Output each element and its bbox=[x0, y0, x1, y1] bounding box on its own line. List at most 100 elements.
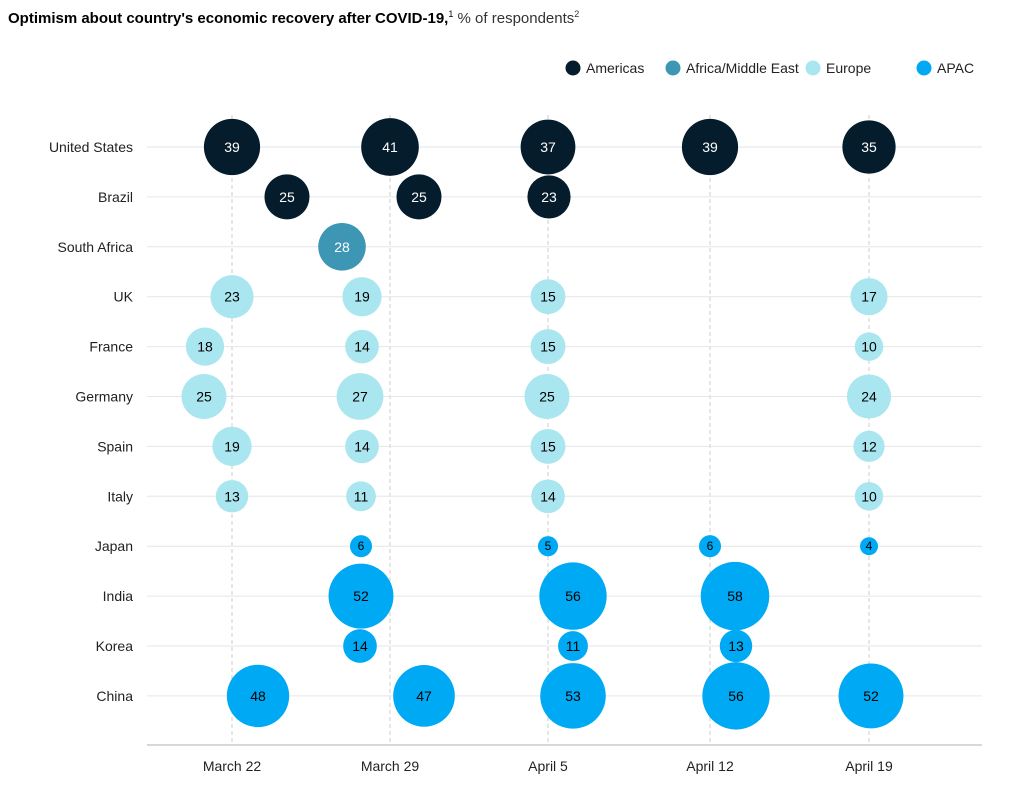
row-label: South Africa bbox=[58, 239, 134, 255]
subtitle: % of respondents bbox=[457, 10, 575, 27]
bubble: 25 bbox=[264, 174, 310, 220]
legend-swatch bbox=[665, 60, 681, 76]
bubble-label: 17 bbox=[861, 289, 877, 305]
bubble-circle bbox=[838, 663, 904, 729]
bubble-label: 10 bbox=[861, 488, 877, 504]
bubble: 19 bbox=[212, 426, 252, 467]
bubble-circle bbox=[181, 374, 227, 419]
bubble-circle bbox=[346, 481, 376, 512]
bubble-label: 12 bbox=[861, 438, 877, 454]
bubble: 24 bbox=[846, 374, 892, 419]
bubble-label: 52 bbox=[353, 588, 369, 604]
title-text: Optimism about country's economic recove… bbox=[8, 10, 449, 27]
row-label: Germany bbox=[75, 389, 133, 405]
x-tick-label: April 19 bbox=[845, 758, 893, 774]
bubble: 19 bbox=[342, 277, 382, 317]
bubble-circle bbox=[328, 563, 394, 629]
bubble-label: 27 bbox=[352, 389, 368, 405]
bubble-label: 37 bbox=[540, 139, 556, 155]
legend-swatch bbox=[565, 60, 581, 76]
bubble: 14 bbox=[345, 429, 379, 464]
bubble: 15 bbox=[530, 428, 566, 464]
bubble-circle bbox=[349, 535, 373, 558]
bubble-label: 41 bbox=[382, 139, 398, 155]
bubble-circle bbox=[860, 537, 878, 556]
bubble-circle bbox=[537, 536, 559, 557]
bubble: 6 bbox=[698, 535, 722, 558]
bubble: 27 bbox=[336, 373, 384, 420]
bubble-label: 39 bbox=[224, 139, 240, 155]
bubble-circle bbox=[345, 329, 379, 364]
bubble: 25 bbox=[181, 374, 227, 419]
bubble: 13 bbox=[719, 629, 753, 663]
bubble-circle bbox=[210, 275, 254, 319]
row-label: Japan bbox=[95, 538, 133, 554]
x-tick-label: April 12 bbox=[686, 758, 734, 774]
bubble-label: 53 bbox=[565, 688, 581, 704]
bubble: 39 bbox=[681, 118, 739, 176]
legend-item: Africa/Middle East bbox=[665, 60, 799, 76]
bubble-label: 39 bbox=[702, 139, 718, 155]
bubble: 28 bbox=[318, 222, 366, 271]
legend-swatch bbox=[805, 60, 821, 76]
bubble-label: 23 bbox=[541, 189, 557, 205]
bubble: 5 bbox=[537, 536, 559, 557]
bubble: 14 bbox=[345, 329, 379, 364]
row-label: UK bbox=[114, 289, 134, 305]
bubble-circle bbox=[226, 664, 290, 728]
bubble-circle bbox=[336, 373, 384, 420]
bubble-label: 14 bbox=[540, 488, 556, 504]
bubble: 10 bbox=[854, 332, 884, 361]
bubble-circle bbox=[558, 631, 588, 661]
bubble-label: 15 bbox=[540, 438, 556, 454]
bubble-label: 56 bbox=[728, 688, 744, 704]
bubble: 11 bbox=[346, 481, 376, 512]
bubble-circle bbox=[842, 120, 896, 174]
subtitle-footnote: 2 bbox=[574, 9, 580, 19]
row-label: Korea bbox=[96, 638, 134, 654]
bubble-circle bbox=[853, 430, 885, 462]
bubble-circle bbox=[345, 429, 379, 464]
bubble-label: 56 bbox=[565, 588, 581, 604]
bubble-circle bbox=[700, 561, 770, 631]
bubble: 18 bbox=[185, 327, 225, 366]
bubble: 48 bbox=[226, 664, 290, 728]
bubble-label: 52 bbox=[863, 688, 879, 704]
bubble-label: 10 bbox=[861, 339, 877, 355]
bubble-circle bbox=[203, 118, 261, 176]
bubble: 4 bbox=[860, 537, 878, 556]
x-tick-label: March 22 bbox=[203, 758, 262, 774]
bubble-circle bbox=[530, 279, 566, 315]
bubble-label: 19 bbox=[224, 438, 240, 454]
bubble-circle bbox=[212, 426, 252, 467]
bubble-label: 23 bbox=[224, 289, 240, 305]
bubble: 41 bbox=[361, 118, 419, 176]
bubble-circle bbox=[719, 629, 753, 663]
bubble-circle bbox=[531, 479, 565, 514]
bubble: 25 bbox=[396, 174, 442, 220]
bubble-label: 35 bbox=[861, 139, 877, 155]
legend-item: Europe bbox=[805, 60, 871, 76]
bubble: 15 bbox=[530, 279, 566, 315]
bubble-label: 18 bbox=[197, 339, 213, 355]
bubble-label: 15 bbox=[540, 339, 556, 355]
bubble-label: 11 bbox=[566, 638, 581, 654]
bubble-label: 14 bbox=[354, 438, 370, 454]
bubble-circle bbox=[318, 222, 366, 271]
row-label: France bbox=[89, 339, 133, 355]
bubble-circle bbox=[185, 327, 225, 366]
bubble: 47 bbox=[393, 665, 455, 727]
row-label: Italy bbox=[107, 488, 133, 504]
bubble-label: 5 bbox=[545, 539, 552, 553]
bubble-circle bbox=[540, 663, 606, 729]
bubble-circle bbox=[520, 119, 576, 175]
bubble-circle bbox=[846, 374, 892, 419]
bubble-label: 25 bbox=[196, 389, 212, 405]
bubble-label: 19 bbox=[354, 289, 370, 305]
bubble-label: 58 bbox=[727, 588, 743, 604]
bubble-label: 25 bbox=[539, 389, 555, 405]
row-label: United States bbox=[49, 139, 133, 155]
bubble-label: 48 bbox=[250, 688, 266, 704]
bubble: 10 bbox=[854, 482, 884, 511]
